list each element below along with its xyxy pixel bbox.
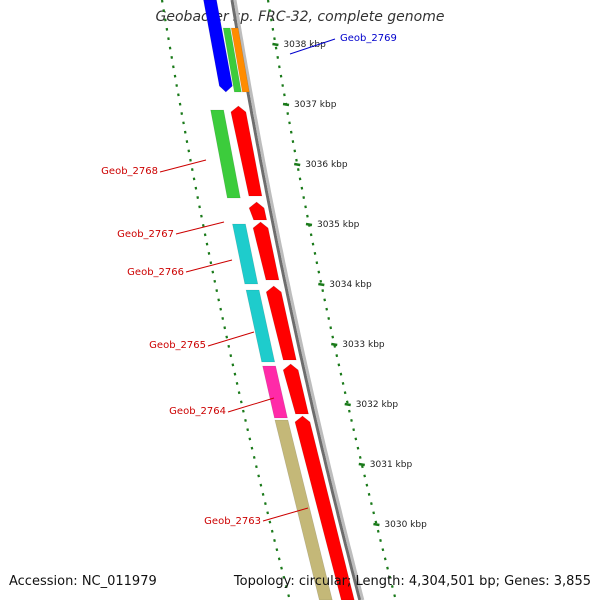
gene-2769-rna-b	[230, 27, 250, 93]
label-layer: Geob_2769 Geob_2768 Geob_2767 Geob_2766 Geob…	[101, 33, 397, 527]
scale-tick-major	[373, 522, 380, 527]
gene-label: Geob_2769	[340, 33, 397, 44]
scale-label: 3033 kbp	[342, 340, 385, 350]
scale-label: 3034 kbp	[329, 280, 372, 290]
scale-label: 3030 kbp	[384, 520, 427, 530]
accession-text: Accession: NC_011979	[9, 574, 157, 589]
gene-2767-cds	[248, 201, 268, 221]
gene-label: Geob_2765	[149, 340, 206, 351]
gene-2769-cds	[203, 0, 233, 93]
scale-tick-major	[305, 222, 313, 227]
gene-2769-rna-a	[222, 27, 242, 93]
gene-2768-category	[210, 109, 241, 199]
scale-label: 3032 kbp	[356, 400, 399, 410]
gene-2765-category	[245, 289, 276, 363]
scale-tick-major	[331, 342, 338, 347]
label-leader-line	[175, 221, 225, 235]
scale-tick-major	[294, 162, 301, 167]
label-leader-line	[289, 38, 336, 55]
map-title: Geobacter sp. FRC-32, complete genome	[155, 9, 445, 25]
scale-label: 3035 kbp	[317, 220, 360, 230]
label-leader-line	[207, 331, 255, 347]
label-leader-line	[159, 159, 207, 173]
feature-layer	[203, 0, 355, 600]
scale-tick-major	[282, 102, 290, 107]
gene-2766-category	[232, 223, 259, 285]
gene-2763-category	[274, 419, 333, 600]
genome-summary-text: Topology: circular; Length: 4,304,501 bp…	[233, 574, 591, 589]
scale-label: 3038 kbp	[283, 40, 326, 50]
gene-2763-cds	[294, 415, 355, 600]
scale-label: 3037 kbp	[294, 100, 337, 110]
tick-layer: 3038 kbp 3037 kbp 3036 kbp 3035 kbp 3034 kbp…	[160, 0, 427, 600]
gene-2764-cds	[282, 363, 309, 415]
gene-label: Geob_2763	[204, 516, 261, 527]
scale-tick-track	[266, 0, 397, 600]
scale-label: 3031 kbp	[370, 460, 413, 470]
gene-label: Geob_2766	[127, 267, 184, 278]
label-leader-line	[227, 397, 275, 413]
gene-2764-category	[262, 365, 288, 419]
gene-label: Geob_2768	[101, 166, 158, 177]
gene-2768-cds	[230, 105, 263, 197]
scale-tick-major	[318, 282, 325, 287]
backbone-layer	[230, 0, 365, 600]
inner-tick-track	[160, 0, 291, 600]
label-leader-line	[185, 259, 233, 273]
gene-label: Geob_2767	[117, 229, 174, 240]
scale-tick-major	[272, 42, 279, 47]
label-leader-line	[262, 507, 309, 522]
scale-label: 3036 kbp	[305, 160, 348, 170]
backbone-line-dark	[230, 0, 362, 600]
scale-tick-major	[344, 402, 351, 407]
gene-2766-cds	[252, 221, 280, 281]
backbone-line-light	[233, 0, 365, 600]
gene-label: Geob_2764	[169, 406, 226, 417]
scale-tick-major	[358, 462, 365, 467]
gene-2765-cds	[265, 285, 297, 361]
